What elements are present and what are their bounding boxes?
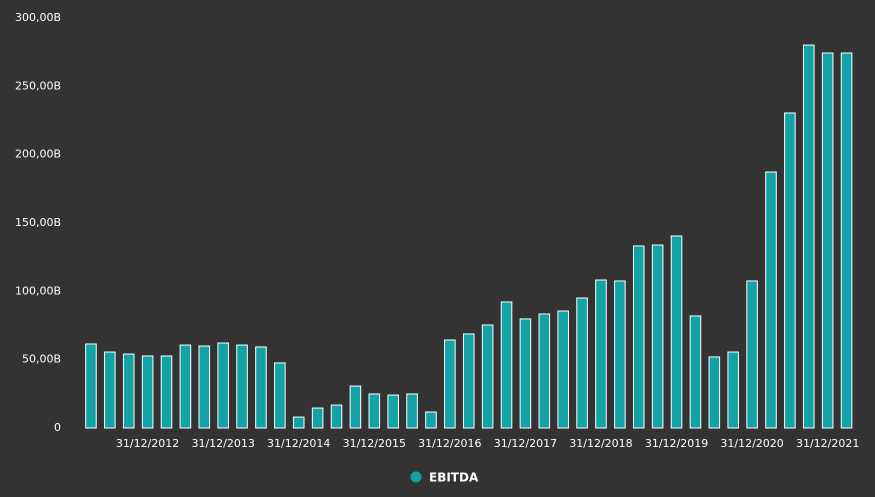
bar [122,353,135,429]
bar [576,297,588,429]
y-tick-label: 250,00B [15,79,61,92]
bar [292,416,305,429]
bar [689,315,702,429]
bar [255,346,267,429]
bar [349,385,362,429]
x-tick-label: 31/12/2018 [569,437,632,450]
bar [160,355,173,429]
bar [708,356,721,429]
bar [840,52,853,429]
bar [614,280,626,429]
legend-marker [410,471,422,483]
bar [198,345,211,429]
bar [387,394,399,429]
legend-label: EBITDA [429,471,479,485]
y-tick-label: 300,00B [15,11,61,24]
bar [670,235,683,429]
y-tick-label: 50,00B [22,353,61,366]
bar [821,52,834,429]
bar [330,404,343,429]
bar [85,343,97,429]
x-tick-label: 31/12/2012 [116,437,179,450]
bar [500,301,513,429]
bar [217,342,229,429]
bar [179,344,192,429]
y-tick-label: 200,00B [15,148,61,161]
y-tick-label: 150,00B [15,216,61,229]
y-tick-label: 100,00B [15,284,61,297]
bar [444,339,456,429]
x-tick-label: 31/12/2019 [645,437,708,450]
bar [462,333,475,429]
y-tick-label: 0 [54,421,61,434]
x-tick-label: 31/12/2020 [720,437,783,450]
bar [746,280,758,429]
bar [784,112,796,429]
bar [141,355,154,429]
bar [557,310,569,429]
bar [425,411,437,429]
bar [481,324,494,429]
bar [651,244,664,429]
x-tick-label: 31/12/2016 [418,437,481,450]
x-tick-label: 31/12/2013 [191,437,254,450]
bar [538,313,551,429]
bar [311,407,324,429]
bar [274,362,286,429]
bar [104,351,116,429]
x-tick-label: 31/12/2017 [494,437,557,450]
bar [236,344,248,429]
x-tick-label: 31/12/2014 [267,437,330,450]
bar [765,171,777,429]
bar [802,44,815,429]
bar [595,279,607,429]
bar [368,393,381,429]
x-tick-label: 31/12/2015 [343,437,406,450]
bar [406,393,418,429]
bar [519,318,532,429]
bar [727,351,740,429]
x-tick-label: 31/12/2021 [796,437,859,450]
bar [632,245,645,429]
